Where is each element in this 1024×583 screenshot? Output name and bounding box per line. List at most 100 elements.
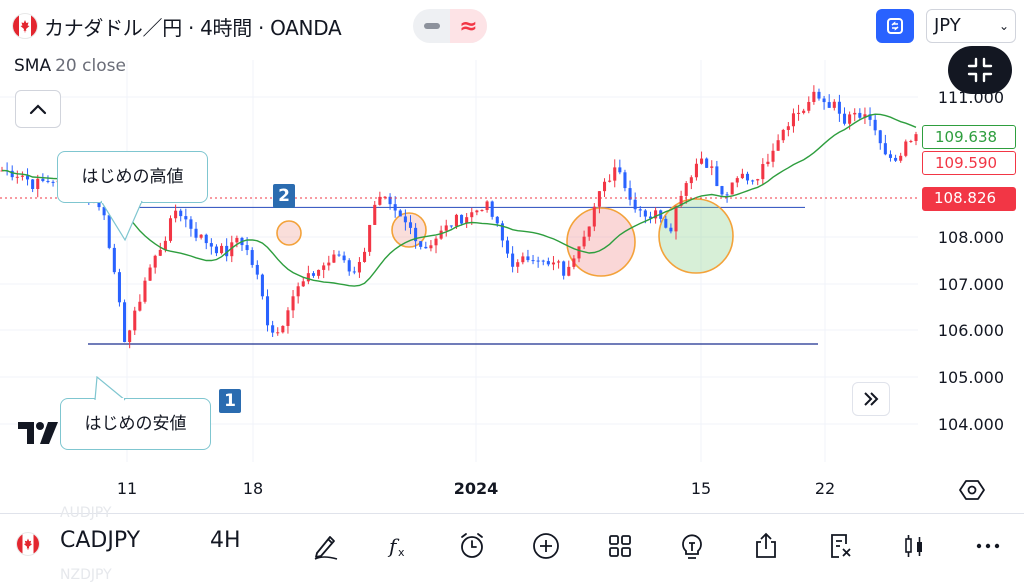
candle-body [143, 280, 147, 302]
candle-body [250, 250, 254, 265]
candle-body [128, 330, 132, 343]
exit-fullscreen-button[interactable] [948, 46, 1012, 94]
candle-body [444, 225, 448, 231]
watchlist-icon [831, 534, 851, 558]
candle-body [265, 296, 270, 326]
sma-line [1, 113, 917, 287]
share-icon [756, 532, 776, 558]
candle-body [832, 101, 836, 108]
candle-body [526, 256, 530, 261]
candle-body [383, 196, 387, 198]
chart-type-button[interactable] [894, 526, 934, 566]
share-button[interactable] [746, 526, 786, 566]
settings-icon [959, 480, 985, 500]
candle-body [883, 143, 887, 155]
watchlist-button[interactable] [820, 526, 860, 566]
add-button[interactable] [526, 526, 566, 566]
candle-body [276, 332, 280, 334]
candle-body [597, 191, 601, 207]
candle-body [710, 166, 714, 168]
chart-title: カナダドル／円 · 4時間 · OANDA [44, 16, 342, 40]
candle-body [403, 216, 407, 223]
candle-body [220, 245, 224, 254]
candle-body [179, 210, 183, 217]
currency-select[interactable]: JPY ⌄ [926, 9, 1016, 43]
candle-body [317, 269, 321, 276]
candle-body [725, 194, 729, 196]
candle-body [505, 240, 510, 254]
candle-body [638, 209, 642, 211]
candle-body [214, 246, 218, 254]
candle-body [546, 261, 550, 265]
candle-body [20, 175, 24, 177]
highlight-circle [566, 207, 636, 277]
candle-body [700, 158, 704, 164]
initial-low-callout[interactable]: はじめの安値 [60, 398, 211, 450]
candle-body [449, 225, 453, 227]
indicator-params: 20 close [55, 56, 126, 76]
candle-body [378, 196, 382, 205]
ideas-icon [682, 534, 702, 559]
candle-body [557, 261, 561, 263]
collapse-legend-button[interactable] [15, 90, 61, 128]
candle-body [904, 141, 908, 156]
candle-body [311, 273, 316, 276]
candle-body [15, 176, 19, 178]
candle-body [439, 230, 443, 239]
candle-body [853, 112, 857, 115]
ideas-button[interactable] [672, 526, 712, 566]
candle-body [255, 264, 259, 275]
symbol-below-ghost: NZDJPY [60, 567, 112, 583]
candle-body [817, 91, 821, 99]
candle-body [577, 246, 581, 259]
market-status-pill[interactable]: ≈ [413, 9, 487, 43]
candle-body [766, 161, 770, 165]
layouts-button[interactable] [600, 526, 640, 566]
fullscreen-icon [887, 18, 903, 34]
indicator-legend[interactable]: SMA 20 close [14, 56, 126, 76]
candle-body [536, 260, 540, 262]
candle-body [429, 245, 433, 249]
candle-body [434, 238, 438, 246]
candle-body [230, 242, 234, 257]
chart-settings-button[interactable] [958, 476, 986, 504]
candle-body [490, 201, 494, 217]
candle-body [174, 210, 178, 219]
candle-body [669, 227, 673, 232]
candle-body [654, 210, 658, 219]
draw-icon [314, 536, 338, 560]
fullscreen-button[interactable] [876, 9, 914, 43]
more-button[interactable] [968, 526, 1008, 566]
initial-high-callout[interactable]: はじめの高値 [57, 151, 208, 203]
time-axis: 11 18 2024 15 22 [117, 479, 835, 498]
candle-body [204, 234, 208, 244]
candle-body [25, 175, 30, 180]
candle-body [475, 210, 479, 213]
candle-body [363, 251, 367, 262]
candle-body [873, 119, 877, 131]
candle-body [373, 204, 377, 225]
minus-icon[interactable] [413, 9, 450, 43]
timeframe-button[interactable]: 4H [210, 528, 241, 553]
x-tick-label: 2024 [454, 479, 499, 498]
draw-button[interactable] [306, 526, 346, 566]
candle-body [848, 114, 852, 124]
candle-body [327, 262, 331, 266]
symbol-button[interactable]: CADJPY [60, 528, 141, 553]
candle-body [745, 173, 750, 181]
approx-icon[interactable]: ≈ [450, 9, 487, 43]
scroll-to-realtime-button[interactable] [852, 382, 890, 416]
alert-button[interactable] [452, 526, 492, 566]
candle-body [720, 186, 724, 195]
candle-body [368, 224, 372, 252]
candle-body [393, 204, 397, 211]
candle-body [123, 302, 127, 343]
candle-body [286, 310, 290, 326]
candle-body [730, 182, 734, 195]
candle-body [495, 216, 499, 224]
candle-body [337, 254, 341, 256]
callout-pointer-low [94, 376, 126, 401]
candle-body [551, 262, 555, 265]
candle-body [592, 206, 596, 227]
